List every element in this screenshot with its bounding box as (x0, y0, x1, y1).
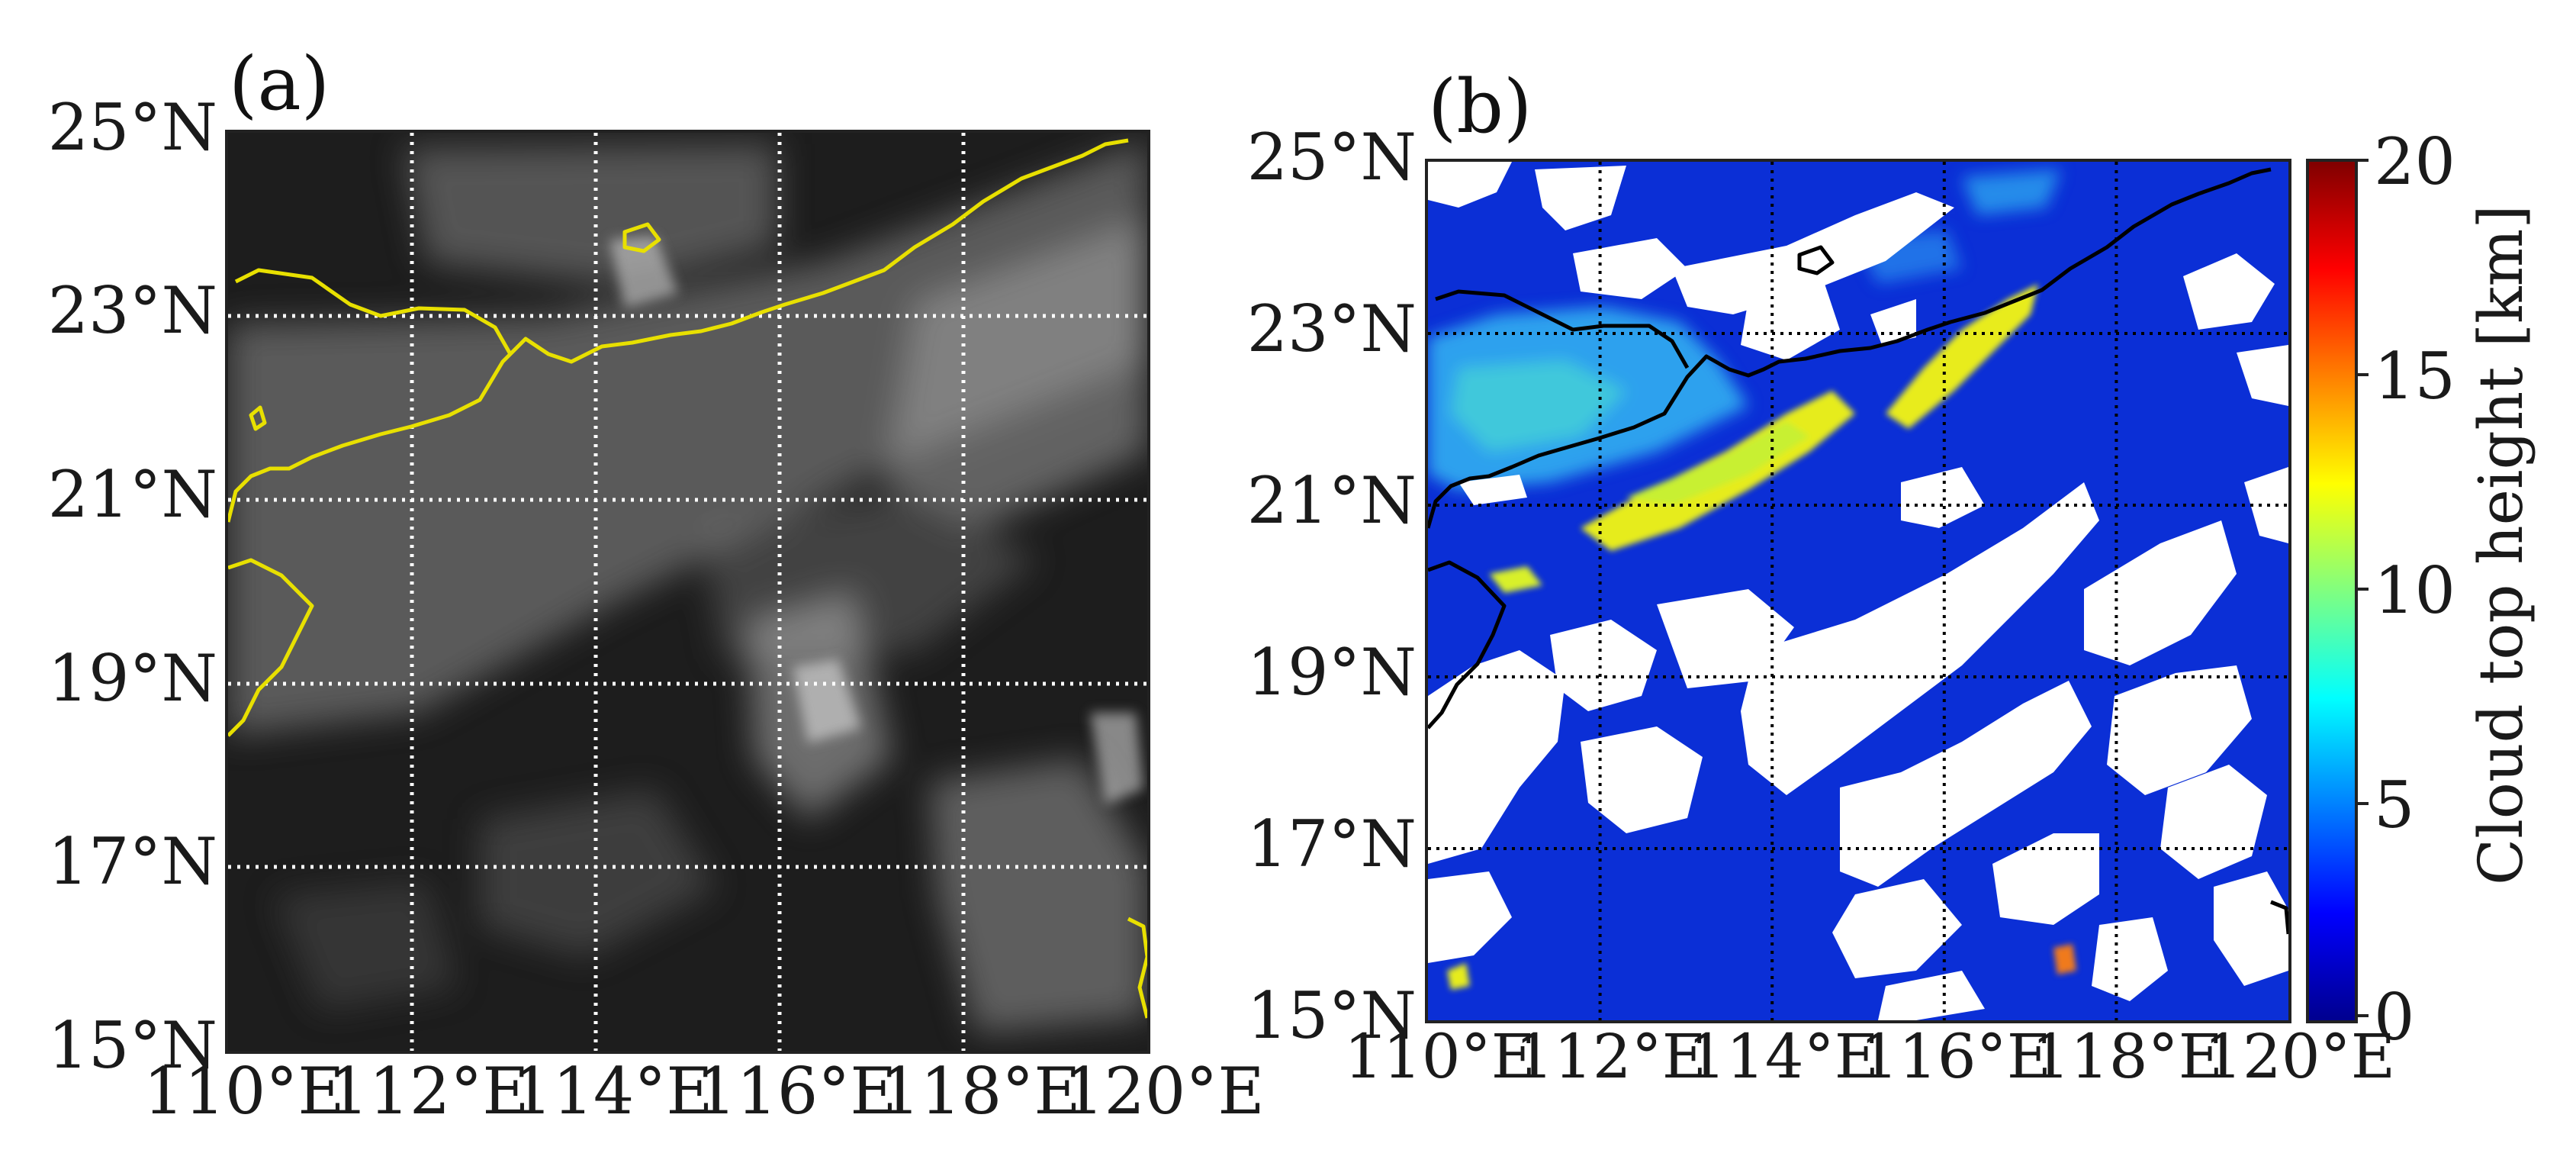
lat-tick-b-25: 25°N (1246, 120, 1417, 195)
high-clouds (1447, 284, 2076, 990)
colorbar-tick-mark-10 (2355, 588, 2369, 591)
lat-tick-a-17: 17°N (47, 824, 217, 899)
lon-tick-b-116: 116°E (1860, 1021, 2052, 1092)
lon-tick-a-118: 118°E (880, 1054, 1081, 1129)
panel-b-label: (b) (1428, 64, 1532, 150)
colorbar-tick-0: 0 (2374, 980, 2415, 1055)
lon-tick-a-112: 112°E (328, 1054, 529, 1129)
coastline-b (1428, 167, 2288, 935)
satellite-reflectance-map (225, 130, 1150, 1054)
lon-tick-b-118: 118°E (2031, 1021, 2224, 1092)
lat-tick-b-15: 15°N (1246, 978, 1417, 1053)
cloud-top-height-colorbar (2306, 159, 2358, 1023)
lat-tick-a-19: 19°N (47, 641, 217, 716)
lon-tick-a-110: 110°E (143, 1054, 345, 1129)
mid-level-clouds (1428, 169, 2061, 490)
lat-tick-b-17: 17°N (1246, 807, 1417, 881)
lon-tick-a-114: 114°E (512, 1054, 713, 1129)
lat-tick-b-19: 19°N (1246, 635, 1417, 710)
colorbar-tick-5: 5 (2374, 768, 2415, 842)
lon-tick-b-114: 114°E (1687, 1021, 1880, 1092)
cloud-top-height-map (1425, 159, 2291, 1023)
colorbar-tick-mark-0 (2355, 1014, 2369, 1017)
lat-tick-a-15: 15°N (47, 1008, 217, 1083)
colorbar-tick-mark-15 (2355, 373, 2369, 376)
graticule (228, 133, 1147, 1051)
cloud-field (228, 140, 1147, 1033)
graticule-b (1428, 162, 2288, 1020)
lon-tick-b-120: 120°E (2204, 1021, 2396, 1092)
panel-a-label: (a) (229, 41, 330, 127)
lat-tick-a-25: 25°N (47, 90, 217, 165)
coastline (228, 138, 1147, 1019)
colorbar-gradient (2309, 162, 2355, 1020)
colorbar-tick-mark-20 (2355, 159, 2369, 162)
colorbar-tick-20: 20 (2374, 124, 2455, 199)
lat-tick-a-21: 21°N (47, 457, 217, 532)
colorbar-tick-15: 15 (2374, 339, 2455, 414)
lon-tick-b-110: 110°E (1344, 1021, 1536, 1092)
colorbar-label: Cloud top height [km] (2465, 205, 2536, 885)
lon-tick-a-120: 120°E (1063, 1054, 1265, 1129)
lon-tick-a-116: 116°E (696, 1054, 897, 1129)
lat-tick-b-23: 23°N (1246, 292, 1417, 366)
clear-sky-regions (1428, 162, 2288, 1020)
lat-tick-b-21: 21°N (1246, 463, 1417, 538)
colorbar-tick-mark-5 (2355, 802, 2369, 805)
lat-tick-a-23: 23°N (47, 273, 217, 348)
colorbar-tick-10: 10 (2374, 553, 2455, 628)
lon-tick-b-112: 112°E (1515, 1021, 1707, 1092)
